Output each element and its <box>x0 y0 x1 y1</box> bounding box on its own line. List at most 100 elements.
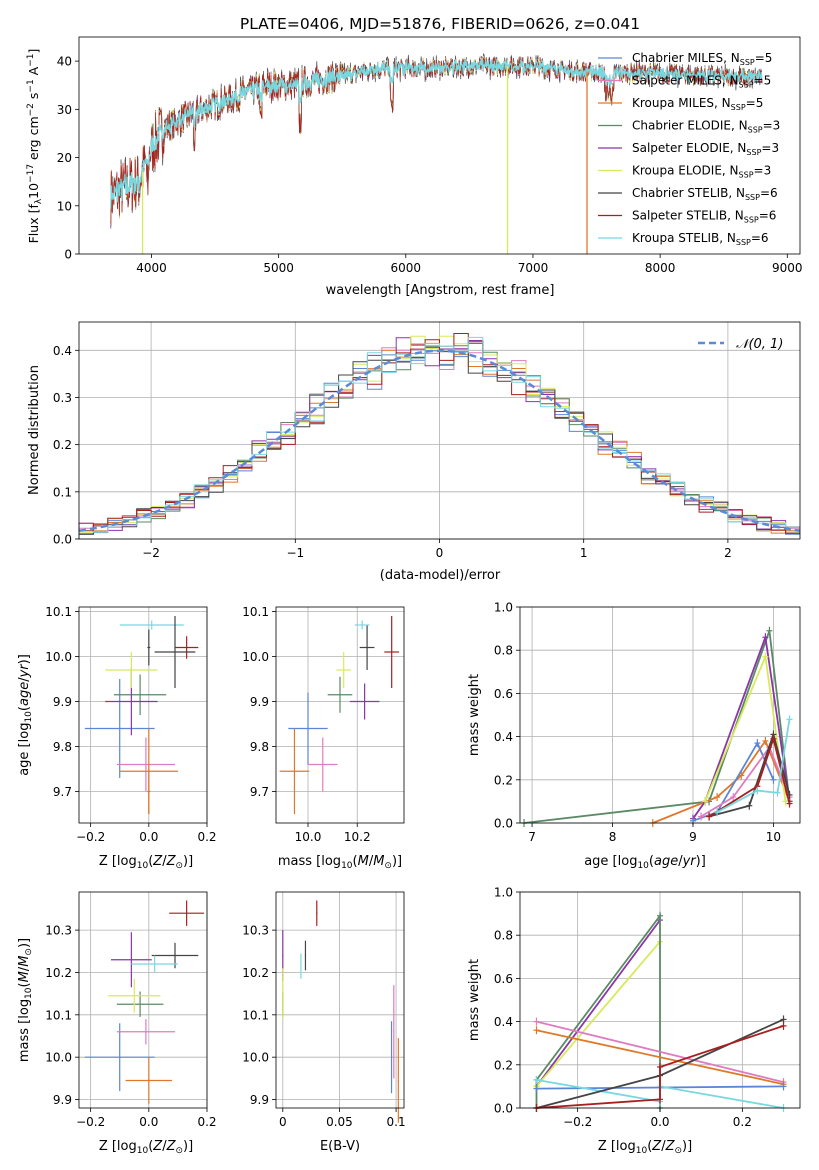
residuals-ylabel: Normed distribution <box>27 365 42 495</box>
line-marks <box>533 911 787 1112</box>
y-tick-label: 10.1 <box>45 1008 72 1022</box>
y-tick-label: 0.4 <box>494 1015 513 1029</box>
y-tick-label: 10.0 <box>45 650 72 664</box>
x-tick-label: 0.0 <box>139 830 158 844</box>
y-tick-label: 0.6 <box>494 972 513 986</box>
y-tick-label: 9.7 <box>250 785 269 799</box>
y-tick-label: 1.0 <box>494 601 513 615</box>
weight-line-salpeter-elodie <box>535 919 661 1087</box>
x-tick-label: 2 <box>724 546 732 560</box>
x-tick-label: 7 <box>528 830 536 844</box>
y-tick-label: 10 <box>57 199 72 213</box>
y-tick-label: 10.3 <box>242 924 269 938</box>
spectrum-marks <box>110 53 763 254</box>
axes: −0.2 0.0 0.2 9.9 10.0 10.1 10.2 10.3 <box>45 924 216 1129</box>
y-tick-label: 0.4 <box>494 730 513 744</box>
z-mass-panel: −0.2 0.0 0.2 9.9 10.0 10.1 10.2 10.3 Z [log10(Z… <box>17 891 217 1156</box>
x-tick-label: 0.05 <box>326 1115 353 1129</box>
z-weight-plot: −0.2 0.0 0.2 0.0 0.2 0.4 0.6 0.8 1.0 <box>494 886 801 1130</box>
mass-age-xlabel: mass [log10(M/M⊙)] <box>278 854 402 871</box>
y-tick-label: 0.2 <box>494 773 513 787</box>
legend-label-salpeter-elodie: Salpeter ELODIE, NSSP=3 <box>632 141 779 157</box>
spectrum-line-kroupa-stelib <box>110 58 763 209</box>
y-tick-label: 0.0 <box>494 1102 513 1116</box>
mass-age-panel: 10.0 10.2 9.7 9.8 9.9 10.0 10.1 mass [log10(M/… <box>242 605 405 871</box>
line-marks <box>521 626 793 827</box>
x-tick-label: −2 <box>142 546 160 560</box>
legend-label-chabrier-elodie: Chabrier ELODIE, NSSP=3 <box>632 119 780 135</box>
legend-label-normal: 𝒩(0, 1) <box>736 337 783 352</box>
y-tick-label: 9.9 <box>53 1093 72 1107</box>
grid <box>79 607 208 823</box>
weight-line-salpeter-miles <box>700 745 791 818</box>
plot-frame <box>275 891 405 1109</box>
age-weight-xlabel: age [log10(age/yr)] <box>584 854 706 871</box>
grid <box>276 607 404 823</box>
z-age-panel: −0.2 0.0 0.2 9.7 9.8 9.9 10.0 10.1 Z [log10(Z/Z… <box>17 605 217 871</box>
x-tick-label: 8 <box>609 830 617 844</box>
age-weight-panel: 7 8 9 10 0.0 0.2 0.4 0.6 0.8 1.0 age [log10(age/y… <box>467 601 801 871</box>
legend-label-chabrier-miles: Chabrier MILES, NSSP=5 <box>632 51 772 67</box>
x-tick-label: 0.2 <box>197 1115 216 1129</box>
spectrum-line-salpeter-stelib <box>110 56 763 224</box>
x-tick-label: 0.0 <box>139 1115 158 1129</box>
x-tick-label: 0.2 <box>733 1115 752 1129</box>
z-weight-panel: −0.2 0.0 0.2 0.0 0.2 0.4 0.6 0.8 1.0 Z [log10(Z/… <box>467 886 801 1156</box>
histogram-kroupa-stelib <box>78 336 800 539</box>
legend-label-salpeter-stelib: Salpeter STELIB, NSSP=6 <box>632 209 776 225</box>
y-tick-label: 9.7 <box>53 785 72 799</box>
x-tick-label: 10.2 <box>344 830 371 844</box>
x-tick-label: 7000 <box>518 261 549 275</box>
y-tick-label: 10.1 <box>242 1008 269 1022</box>
spectrum-title: PLATE=0406, MJD=51876, FIBERID=0626, z=0… <box>240 15 640 33</box>
z-weight-ylabel: mass weight <box>467 959 482 1041</box>
x-tick-label: 0.0 <box>650 1115 669 1129</box>
spectrum-panel: PLATE=0406, MJD=51876, FIBERID=0626, z=0… <box>26 15 803 298</box>
x-tick-label: 0 <box>279 1115 287 1129</box>
y-tick-label: 0.8 <box>494 929 513 943</box>
x-tick-label: −0.2 <box>76 1115 105 1129</box>
z-age-plot: −0.2 0.0 0.2 9.7 9.8 9.9 10.0 10.1 <box>45 605 216 844</box>
z-age-ylabel: age [log10(age/yr)] <box>17 654 34 776</box>
plot-frame <box>519 606 801 824</box>
age-weight-ylabel: mass weight <box>467 674 482 756</box>
axes: −0.2 0.0 0.2 9.7 9.8 9.9 10.0 10.1 <box>45 605 216 844</box>
y-tick-label: 0.8 <box>494 644 513 658</box>
x-tick-label: −0.2 <box>563 1115 592 1129</box>
x-tick-label: 4000 <box>136 261 167 275</box>
x-tick-label: −0.2 <box>76 830 105 844</box>
plot-frame <box>78 606 208 824</box>
y-tick-label: 10.1 <box>45 605 72 619</box>
errorbar-marks <box>282 900 399 1123</box>
errorbar-marks <box>84 900 205 1104</box>
y-tick-label: 40 <box>57 55 72 69</box>
legend-label-kroupa-miles: Kroupa MILES, NSSP=5 <box>632 96 763 112</box>
errorbar-marks <box>279 616 400 814</box>
legend-label-chabrier-stelib: Chabrier STELIB, NSSP=6 <box>632 186 778 202</box>
residuals-axes: −2 −1 0 1 2 0.0 0.1 0.2 0.3 0.4 <box>53 344 732 560</box>
y-tick-label: 30 <box>57 103 72 117</box>
z-mass-ylabel: mass [log10(M/M⊙)] <box>17 938 34 1062</box>
spectrum-frame <box>78 36 801 255</box>
axes: 0 0.05 0.1 9.9 10.0 10.1 10.2 10.3 <box>242 924 405 1129</box>
ebv-mass-xlabel: E(B-V) <box>320 1139 360 1154</box>
weight-line-salpeter-elodie <box>692 636 791 820</box>
ebv-mass-panel: 0 0.05 0.1 9.9 10.0 10.1 10.2 10.3 E(B-V) <box>242 891 406 1154</box>
x-tick-label: 0.2 <box>197 830 216 844</box>
x-tick-label: −1 <box>286 546 304 560</box>
axes: 10.0 10.2 9.7 9.8 9.9 10.0 10.1 <box>242 605 370 844</box>
y-tick-label: 0.0 <box>494 817 513 831</box>
spectrum-axes: 4000 5000 6000 7000 8000 9000 0 10 20 30 40 <box>57 55 803 275</box>
axes: −0.2 0.0 0.2 0.0 0.2 0.4 0.6 0.8 1.0 <box>494 886 752 1130</box>
weight-line-chabrier-elodie <box>523 630 791 824</box>
y-tick-label: 0.2 <box>494 1058 513 1072</box>
legend-label-salpeter-miles: Salpeter MILES, NSSP=5 <box>632 74 771 90</box>
z-mass-plot: −0.2 0.0 0.2 9.9 10.0 10.1 10.2 10.3 <box>45 891 217 1129</box>
errorbar-marks <box>84 616 199 814</box>
z-weight-xlabel: Z [log10(Z/Z⊙)] <box>598 1139 692 1156</box>
x-tick-label: 6000 <box>391 261 422 275</box>
age-weight-plot: 7 8 9 10 0.0 0.2 0.4 0.6 0.8 1.0 <box>494 601 801 844</box>
legend-label-kroupa-stelib: Kroupa STELIB, NSSP=6 <box>632 231 769 247</box>
y-tick-label: 0.4 <box>53 344 72 358</box>
